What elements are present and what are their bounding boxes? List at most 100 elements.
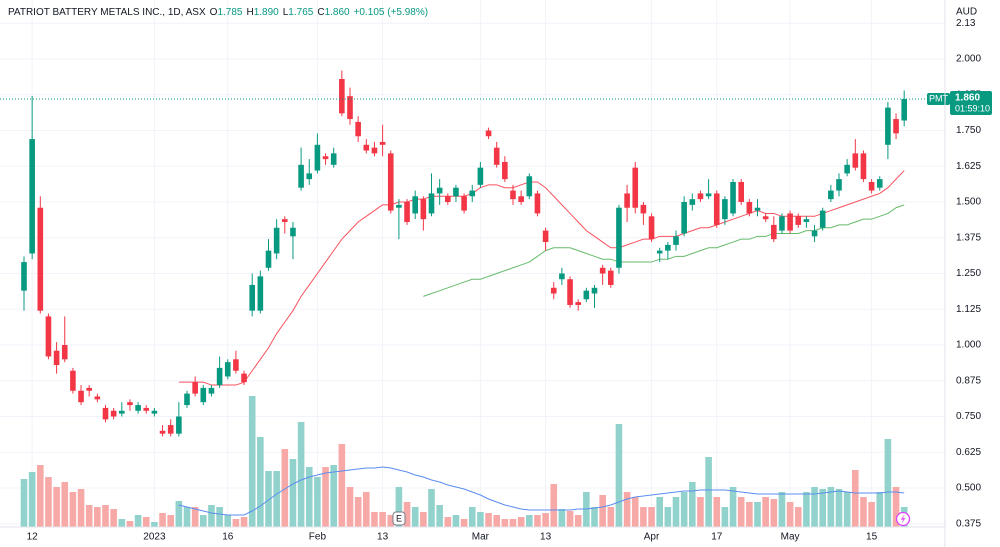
x-tick-label: 2023 — [143, 532, 166, 543]
volume-bar — [819, 489, 826, 527]
earnings-badge — [392, 511, 406, 526]
lightning — [900, 514, 906, 524]
y-tick-label: 1.000 — [956, 340, 981, 351]
volume-bar — [191, 507, 199, 527]
earnings-icon[interactable]: E — [392, 511, 406, 526]
volume-bar — [672, 497, 680, 527]
candle-body — [575, 302, 581, 305]
candle-body — [110, 410, 117, 417]
ohlc-key: O — [210, 7, 218, 18]
volume-bar — [297, 422, 305, 527]
candle-body — [689, 199, 696, 205]
volume-bar — [69, 492, 77, 527]
candle-body — [184, 393, 190, 406]
volume-bar — [501, 519, 509, 527]
candle-body — [762, 216, 769, 220]
volume-bar — [599, 495, 606, 527]
dividend-icon[interactable] — [895, 511, 911, 527]
volume-bar — [892, 487, 900, 527]
candle-body — [37, 207, 44, 311]
candle-body — [819, 210, 826, 228]
volume-bar — [468, 507, 476, 527]
volume-bar — [110, 509, 117, 527]
volume-bar — [754, 502, 761, 527]
volume-bar — [460, 519, 468, 527]
candle-body — [192, 382, 198, 394]
ohlc-value: 1.765 — [288, 7, 313, 18]
candle-body — [583, 290, 590, 300]
candle-body — [330, 153, 337, 165]
volume-bar — [281, 449, 289, 527]
volume-bar — [762, 497, 769, 527]
candle-body — [681, 202, 687, 234]
x-tick-label: 12 — [27, 532, 39, 543]
y-tick-label: 2.000 — [956, 54, 981, 65]
candle-body — [599, 267, 606, 274]
candle-body — [241, 373, 247, 383]
volume-bar — [737, 497, 745, 527]
candle-body — [396, 204, 402, 208]
earnings-letter: E — [396, 513, 402, 523]
header: PATRIOT BATTERY METALS INC., 1D, ASX O 1.7… — [8, 7, 428, 18]
volume-bar — [200, 515, 207, 527]
y-tick-label: 0.875 — [956, 375, 981, 386]
candle-body — [559, 273, 565, 280]
candle-body — [640, 204, 647, 214]
candle-body — [290, 227, 296, 237]
candle-body — [567, 279, 573, 305]
volume-bar — [493, 515, 500, 527]
volume-bar — [118, 519, 126, 527]
volume-bar — [314, 477, 321, 527]
candle-body — [224, 362, 231, 377]
volume-bar — [803, 492, 810, 527]
volume-bar — [697, 497, 704, 527]
candle-body — [86, 387, 92, 391]
volume-bar — [843, 492, 851, 527]
volume-bar — [289, 459, 297, 527]
volume-bar — [640, 507, 647, 527]
candle-body — [306, 173, 313, 180]
candle-body — [469, 190, 476, 197]
candle-body — [167, 425, 174, 434]
volume-bar — [61, 482, 69, 527]
x-tick-label: Mar — [472, 532, 490, 543]
candle-body — [542, 230, 549, 243]
volume-bar — [770, 499, 778, 527]
change: +0.105 (+5.98%) — [354, 7, 429, 18]
volume-bar — [257, 437, 264, 527]
candle-body — [746, 202, 753, 214]
candle-body — [836, 179, 842, 191]
volume-bar — [542, 513, 549, 527]
candle-body — [730, 181, 736, 214]
candle-body — [420, 199, 427, 220]
volume-bar — [680, 492, 688, 527]
candle-body — [526, 176, 533, 197]
y-tick-label: 1.250 — [956, 268, 981, 279]
volume-bar — [379, 512, 386, 527]
volume-bar — [167, 515, 174, 527]
volume-bar — [20, 479, 28, 527]
volume-bar — [428, 489, 435, 527]
volume-bar — [778, 492, 786, 527]
candle-body — [249, 284, 255, 311]
y-tick-label: 1.500 — [956, 197, 981, 208]
volume-bar — [566, 511, 574, 527]
candle-body — [632, 167, 639, 208]
volume-bar — [45, 477, 52, 527]
candle-body — [722, 199, 728, 220]
volume-bar — [159, 513, 166, 527]
volume-bar — [338, 444, 346, 527]
volume-bar — [102, 505, 109, 527]
candle-body — [828, 190, 834, 200]
volume-bar — [517, 517, 525, 527]
volume-bar — [77, 489, 85, 527]
candle-body — [795, 216, 802, 225]
candle-body — [347, 96, 353, 120]
candle-body — [656, 250, 663, 254]
volume-bar — [574, 515, 582, 527]
candle-body — [233, 359, 239, 371]
chart-title: PATRIOT BATTERY METALS INC., 1D, ASX — [8, 7, 206, 18]
volume-bar — [330, 465, 337, 527]
candle-body — [787, 213, 793, 231]
candle-body — [176, 416, 182, 434]
